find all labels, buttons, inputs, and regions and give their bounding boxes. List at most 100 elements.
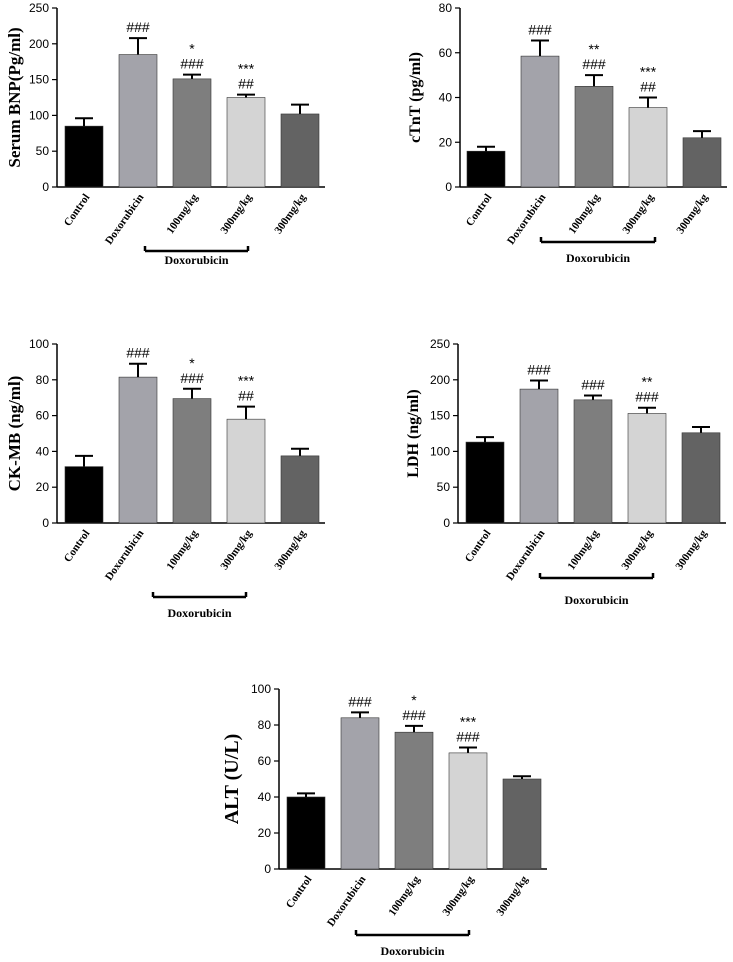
- y-tick-label: 50: [36, 144, 50, 158]
- category-label: 300mg/kg: [218, 191, 254, 236]
- significance-label: ###: [348, 693, 372, 709]
- y-tick-label: 80: [439, 1, 453, 15]
- y-tick-label: 60: [258, 754, 272, 768]
- y-tick-label: 150: [430, 409, 450, 423]
- category-label: 300mg/kg: [494, 873, 530, 918]
- bar: [502, 778, 542, 870]
- group-label: Doxorubicin: [164, 253, 228, 267]
- y-tick-label: 200: [29, 37, 49, 51]
- y-tick-label: 40: [439, 91, 453, 105]
- category-label: Control: [284, 874, 315, 911]
- significance-label: ###: [456, 729, 480, 745]
- category-label: 300mg/kg: [620, 191, 656, 236]
- bar: [394, 731, 434, 870]
- significance-label: ##: [238, 388, 254, 404]
- group-label: Doxorubicin: [566, 251, 630, 265]
- significance-label: ###: [126, 19, 150, 35]
- y-tick-label: 0: [264, 862, 271, 876]
- y-tick-label: 150: [29, 73, 49, 87]
- y-tick-label: 20: [36, 480, 50, 494]
- bar: [280, 113, 320, 188]
- category-label: Control: [463, 528, 494, 565]
- y-tick-label: 100: [29, 108, 49, 122]
- significance-label: ###: [180, 370, 204, 386]
- y-tick-label: 200: [430, 373, 450, 387]
- bar: [340, 717, 380, 870]
- significance-label: ###: [527, 362, 551, 378]
- y-tick-label: 80: [36, 373, 50, 387]
- bar: [286, 796, 326, 870]
- y-tick-label: 250: [430, 337, 450, 351]
- category-label: Control: [464, 192, 495, 229]
- bar: [574, 86, 614, 188]
- bar: [118, 54, 158, 188]
- significance-label: ***: [238, 61, 255, 77]
- category-label: 100mg/kg: [164, 191, 200, 236]
- bar: [466, 150, 506, 188]
- group-label: Doxorubicin: [380, 944, 444, 958]
- group-label: Doxorubicin: [167, 606, 231, 620]
- significance-label: *: [189, 355, 195, 371]
- significance-label: ###: [581, 377, 605, 393]
- significance-label: ***: [640, 64, 657, 80]
- bar: [64, 125, 104, 188]
- y-tick-label: 100: [430, 444, 450, 458]
- significance-label: ##: [238, 76, 254, 92]
- category-label: Doxorubicin: [103, 528, 146, 583]
- significance-label: *: [411, 692, 417, 708]
- significance-label: ***: [238, 373, 255, 389]
- y-tick-label: 100: [29, 337, 49, 351]
- y-tick-label: 80: [258, 718, 272, 732]
- y-tick-label: 20: [439, 135, 453, 149]
- category-label: Doxorubicin: [325, 874, 368, 929]
- bar: [520, 55, 560, 188]
- category-label: 300mg/kg: [674, 191, 710, 236]
- bar: [226, 97, 266, 188]
- y-tick-label: 40: [36, 444, 50, 458]
- y-tick-label: 20: [258, 826, 272, 840]
- bar: [573, 399, 613, 524]
- category-label: 300mg/kg: [272, 527, 308, 572]
- y-tick-label: 0: [42, 180, 49, 194]
- y-tick-label: 50: [437, 480, 451, 494]
- category-label: Doxorubicin: [103, 192, 146, 247]
- y-tick-label: 40: [258, 790, 272, 804]
- bar: [628, 107, 668, 188]
- bar: [448, 752, 488, 870]
- bar: [465, 441, 505, 524]
- significance-label: ###: [635, 389, 659, 405]
- category-label: 100mg/kg: [386, 873, 422, 918]
- bar: [64, 466, 104, 524]
- y-tick-label: 0: [42, 516, 49, 530]
- y-tick-label: 0: [445, 180, 452, 194]
- bar: [172, 78, 212, 188]
- y-tick-label: 250: [29, 1, 49, 15]
- bar: [118, 376, 158, 524]
- y-tick-label: 100: [251, 682, 271, 696]
- y-axis-title: ALT (U/L): [221, 734, 243, 825]
- significance-label: ###: [582, 56, 606, 72]
- y-tick-label: 60: [439, 46, 453, 60]
- significance-label: **: [642, 374, 653, 390]
- bar: [681, 432, 721, 524]
- bar: [280, 455, 320, 524]
- significance-label: ###: [402, 707, 426, 723]
- bar: [172, 398, 212, 524]
- y-tick-label: 60: [36, 409, 50, 423]
- category-label: 300mg/kg: [673, 527, 709, 572]
- bar: [682, 137, 722, 188]
- bar: [519, 388, 559, 524]
- bar: [627, 413, 667, 524]
- category-label: 300mg/kg: [619, 527, 655, 572]
- group-label: Doxorubicin: [564, 593, 628, 607]
- category-label: 100mg/kg: [565, 527, 601, 572]
- bar: [226, 418, 266, 524]
- category-label: Control: [62, 528, 93, 565]
- significance-label: ***: [460, 714, 477, 730]
- significance-label: **: [589, 41, 600, 57]
- significance-label: ###: [528, 21, 552, 37]
- y-axis-title: cTnT (pg/ml): [407, 52, 424, 143]
- significance-label: ###: [180, 56, 204, 72]
- category-label: 300mg/kg: [440, 873, 476, 918]
